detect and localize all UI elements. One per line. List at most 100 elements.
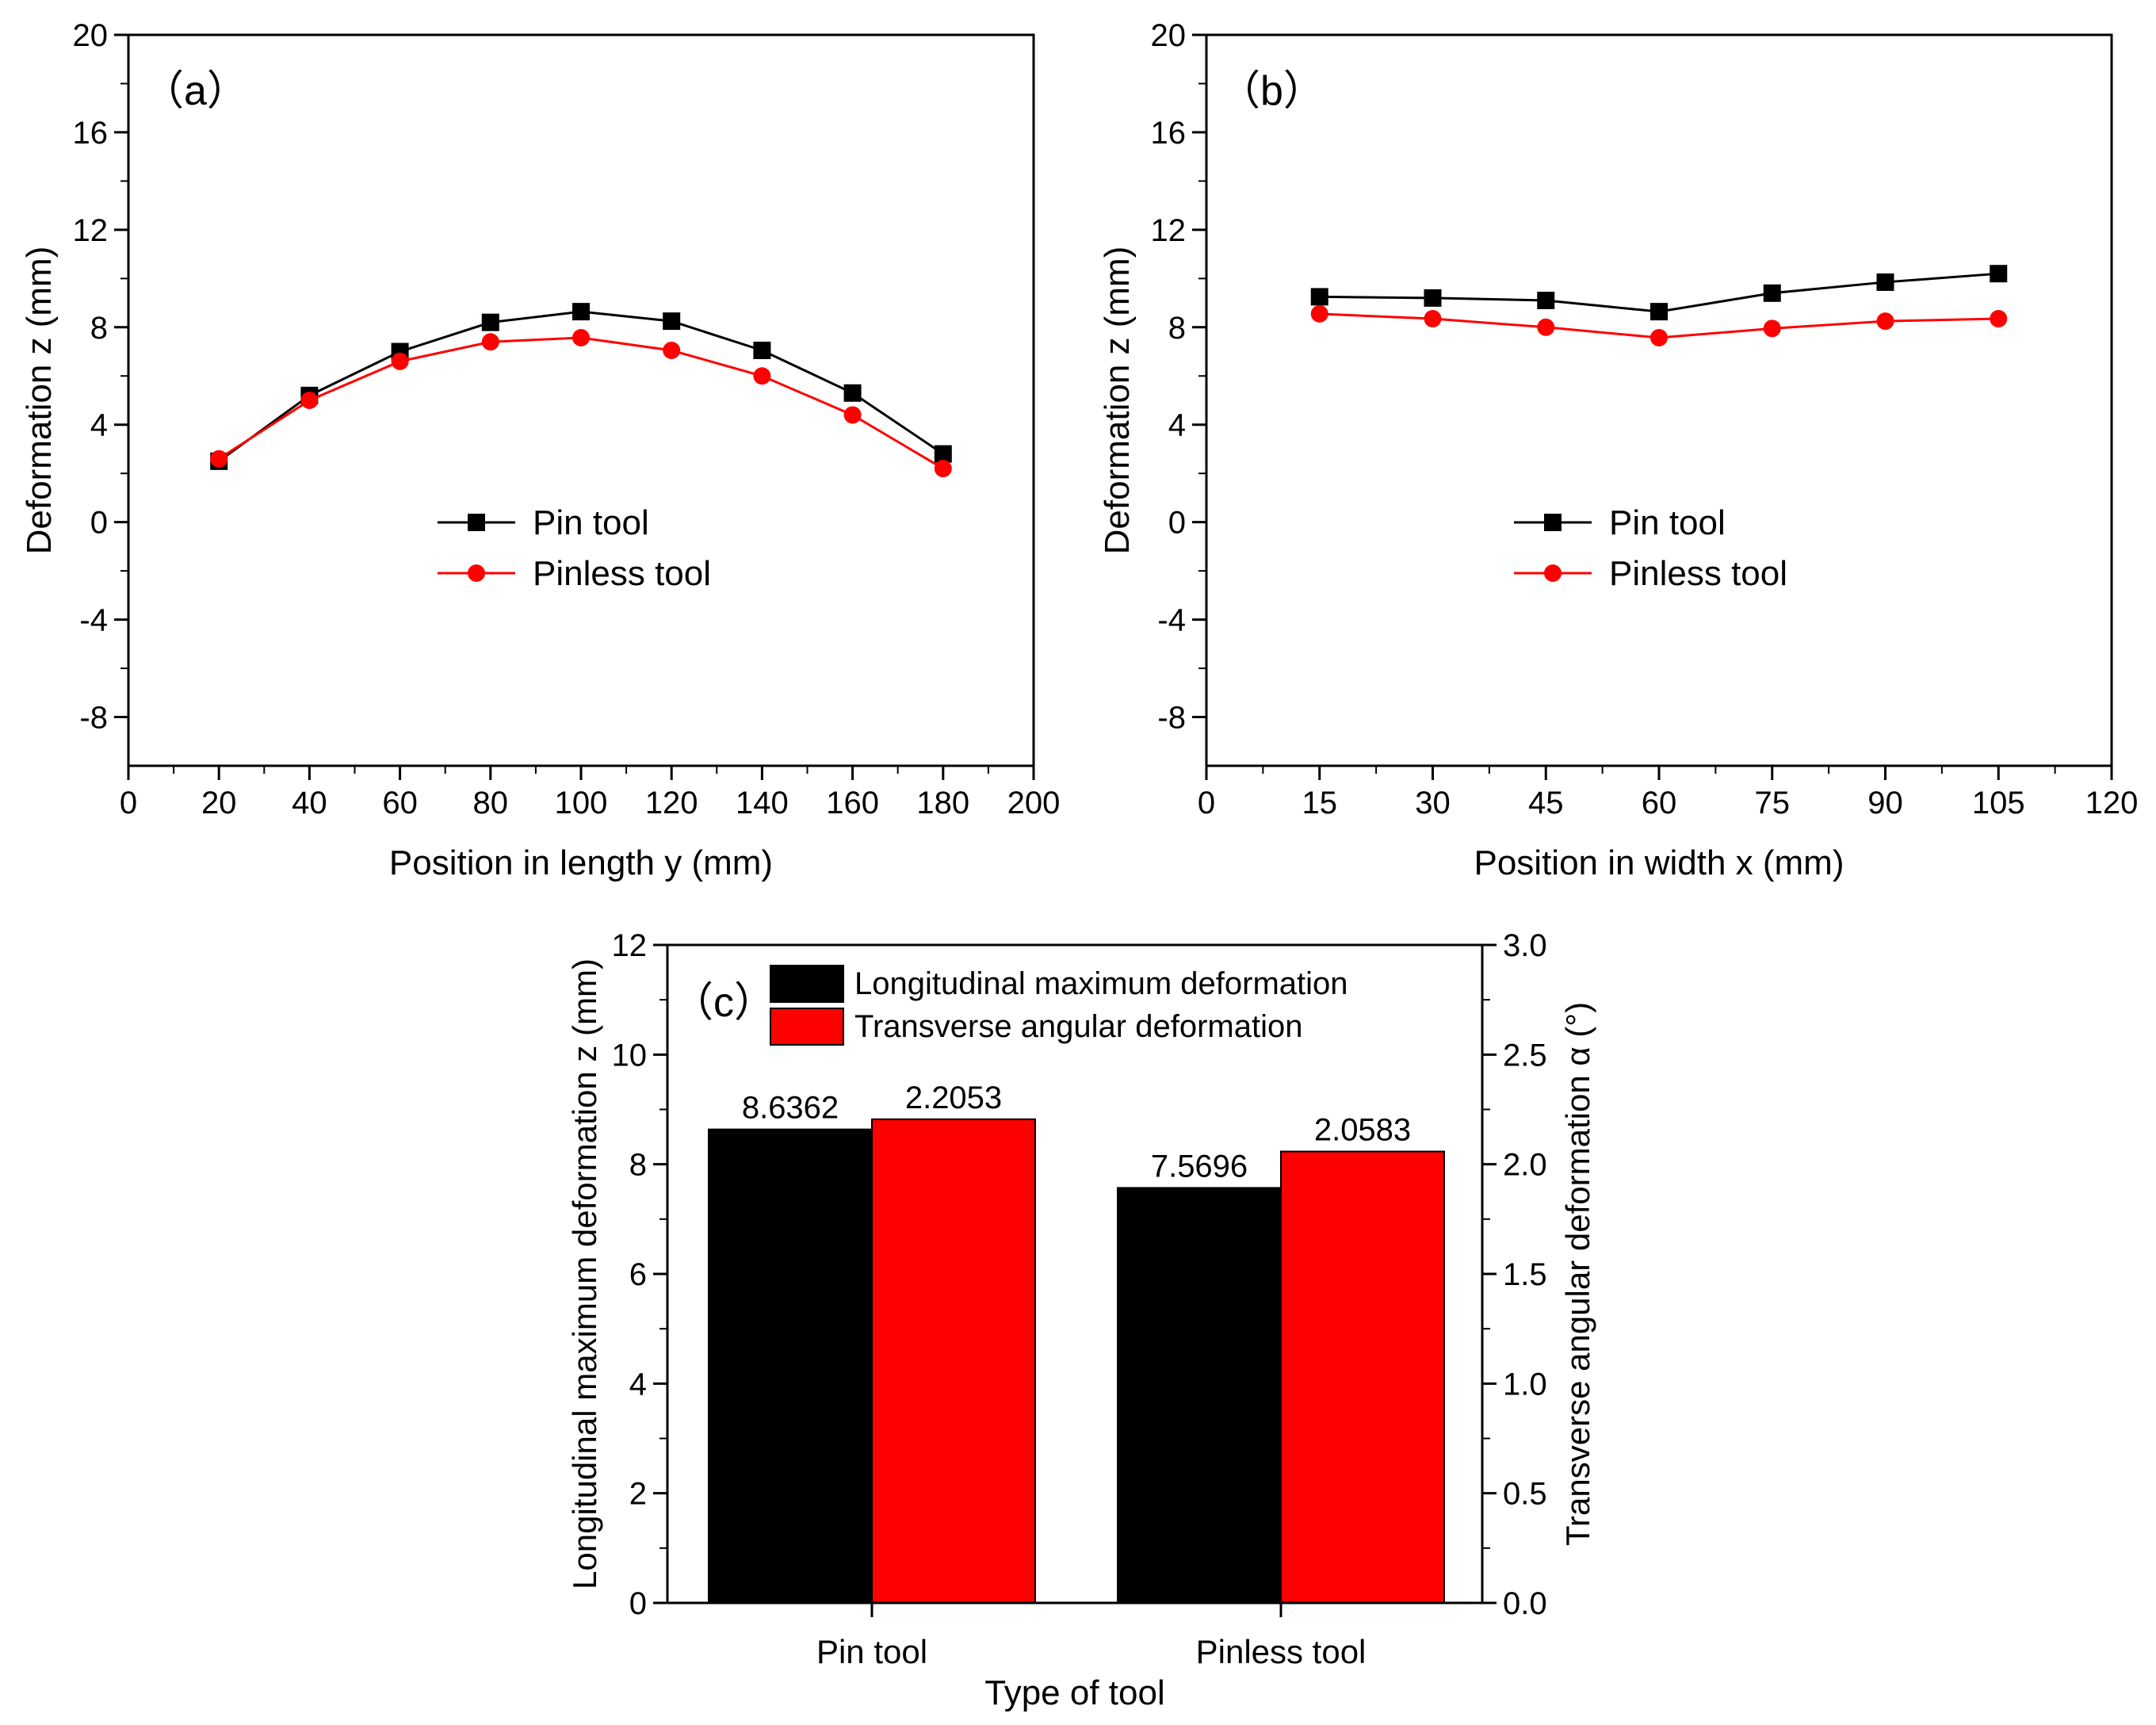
panel-b-legend-pinless-marker: [1544, 564, 1562, 582]
panel-a-pinless-point: [572, 329, 590, 347]
panel-b-x-tick-label: 60: [1642, 786, 1677, 820]
panel-c-legend-longitudinal-swatch: [770, 965, 844, 1003]
panel-c-right-y-tick-label: 3.0: [1503, 928, 1547, 963]
panel-a-legend-pin-label: Pin tool: [533, 503, 649, 542]
panel-c-bar-transverse-pin: [871, 1118, 1036, 1604]
panel-a-legend-pinless-marker: [468, 564, 485, 582]
panel-c-bar-transverse-pinless: [1280, 1150, 1445, 1604]
panel-a-y-tick-label: -4: [79, 603, 108, 638]
panel-b-y-tick-label: 16: [1151, 116, 1187, 151]
panel-a-y-tick-label: 16: [73, 116, 109, 151]
panel-a-pin-point: [934, 445, 952, 463]
panel-b-x-tick-label: 75: [1755, 786, 1791, 820]
panel-c-left-y-tick-label: 6: [629, 1257, 647, 1292]
panel-b-y-tick-label: 12: [1151, 213, 1187, 248]
panel-b-legend: Pin tool Pinless tool: [1514, 503, 1787, 593]
panel-a-pinless-point: [300, 392, 319, 409]
panel-b-pin-point: [1537, 291, 1555, 309]
panel-b-line-chart: 0 15 30 45 60 75 90 105 120 -8 -4 0 4 8 12 16 20 （b） Po…: [1098, 18, 2138, 882]
panel-c-bar-value-label: 2.0583: [1314, 1113, 1411, 1148]
panel-a-series-pinless-line: [218, 336, 944, 470]
panel-a-pin-point: [572, 303, 590, 321]
panel-c-bar-value-label: 2.2053: [905, 1081, 1002, 1115]
panel-a-x-tick-label: 200: [1007, 786, 1061, 820]
panel-c-bar-value-label: 8.6362: [742, 1091, 839, 1126]
panel-c-left-y-tick-label: 8: [629, 1148, 647, 1183]
panel-b-pin-point: [1876, 273, 1894, 291]
panel-a-pinless-point: [663, 341, 681, 359]
panel-c-bar-longitudinal-pin: [708, 1128, 873, 1604]
panel-a-x-tick-label: 100: [555, 786, 608, 820]
panel-c-right-y-tick-label: 0.0: [1503, 1586, 1547, 1621]
panel-a-pinless-point: [843, 406, 862, 424]
panel-b-y-ticks: -8 -4 0 4 8 12 16 20: [1151, 18, 1206, 736]
panel-b-series: [1310, 265, 2008, 347]
panel-b-legend-pin-marker: [1544, 514, 1562, 531]
panel-a-x-axis-label: Position in length y (mm): [389, 843, 773, 882]
panel-b-x-axis-label: Position in width x (mm): [1474, 843, 1844, 882]
panel-b-y-tick-label: -4: [1157, 603, 1186, 638]
panel-c-left-y-axis-label: Longitudinal maximum deformation z (mm): [566, 958, 603, 1589]
panel-a-legend-pin-marker: [468, 514, 485, 531]
panel-c-left-y-tick-label: 12: [612, 928, 648, 963]
panel-b-pinless-point: [1876, 312, 1894, 331]
panel-b-pin-point: [1650, 303, 1668, 321]
panel-c-label: （c）: [672, 980, 775, 1026]
panel-a-y-tick-label: 0: [90, 506, 108, 541]
panel-b-legend-pin-label: Pin tool: [1609, 503, 1726, 542]
panel-a-pin-point: [843, 384, 862, 402]
panel-a-y-ticks: -8 -4 0 4 8 12 16 20: [73, 18, 128, 736]
panel-a-x-tick-label: 0: [120, 786, 137, 820]
panel-b-y-axis-label: Deformation z (mm): [1098, 247, 1137, 555]
panel-c-right-y-tick-label: 2.0: [1503, 1148, 1547, 1183]
panel-c-left-y-tick-label: 0: [629, 1586, 647, 1621]
panel-b-pinless-point: [1990, 310, 2008, 328]
panel-b-plot-frame: [1205, 33, 2113, 767]
panel-b-y-tick-label: -8: [1157, 701, 1186, 736]
panel-c-category-label: Pin tool: [816, 1633, 927, 1670]
panel-a-legend-pinless-label: Pinless tool: [533, 554, 711, 593]
panel-a-pinless-point: [934, 460, 952, 478]
panel-c-right-y-tick-label: 0.5: [1503, 1477, 1547, 1512]
panel-c-bar-longitudinal-pinless: [1117, 1187, 1282, 1605]
panel-b-x-tick-label: 30: [1415, 786, 1451, 820]
panel-b-pinless-point: [1650, 329, 1668, 347]
panel-a-y-axis-label: Deformation z (mm): [20, 247, 59, 555]
panel-a-y-tick-label: 8: [90, 311, 108, 346]
panel-b-x-tick-label: 120: [2085, 786, 2139, 820]
panel-c-legend-transverse-label: Transverse angular deformation: [854, 1009, 1302, 1044]
panel-c-x-axis-label: Type of tool: [984, 1673, 1164, 1712]
panel-a-pinless-point: [391, 352, 409, 370]
panel-b-pin-point: [1990, 265, 2008, 283]
panel-a-pin-point: [481, 313, 499, 331]
panel-b-x-tick-label: 105: [1972, 786, 2025, 820]
panel-c-legend-longitudinal-label: Longitudinal maximum deformation: [854, 966, 1348, 1001]
panel-b-y-tick-label: 20: [1151, 18, 1187, 53]
panel-a-pinless-point: [210, 449, 228, 468]
panel-a-pin-point: [753, 341, 771, 359]
panel-b-x-tick-label: 45: [1528, 786, 1564, 820]
panel-c-bar-value-label: 7.5696: [1151, 1149, 1248, 1184]
panel-c-right-y-ticks: 0.0 0.5 1.0 1.5 2.0 2.5 3.0: [1482, 928, 1547, 1621]
panel-a-line-chart: 0 20 40 60 80 100 120 140 160 180 200 -8 -4 0 4 8 12 16 2…: [20, 18, 1060, 882]
panel-a-legend: Pin tool Pinless tool: [438, 503, 711, 593]
panel-b-y-tick-label: 0: [1168, 506, 1186, 541]
panel-a-y-tick-label: 20: [73, 18, 109, 53]
panel-c-left-y-ticks: 0 2 4 6 8 10 12: [612, 928, 667, 1621]
panel-b-x-tick-label: 90: [1867, 786, 1903, 820]
panel-b-pin-point: [1424, 289, 1442, 307]
panel-a-pin-point: [663, 312, 681, 331]
panel-c-left-y-tick-label: 4: [629, 1367, 647, 1402]
panel-c-right-y-tick-label: 2.5: [1503, 1038, 1547, 1073]
panel-a-pinless-point: [481, 333, 499, 351]
panel-a-pinless-point: [753, 367, 771, 385]
panel-a-x-tick-label: 40: [292, 786, 327, 820]
panel-a-x-tick-label: 120: [645, 786, 698, 820]
panel-a-y-tick-label: -8: [79, 701, 108, 736]
panel-a-label: （a）: [143, 68, 248, 114]
panel-a-x-tick-label: 20: [201, 786, 237, 820]
panel-a-x-ticks: 0 20 40 60 80 100 120 140 160 180 200: [120, 766, 1061, 820]
panel-a-y-tick-label: 4: [90, 408, 108, 443]
panel-c-right-y-axis-label: Transverse angular deformation α (°): [1559, 1002, 1596, 1546]
